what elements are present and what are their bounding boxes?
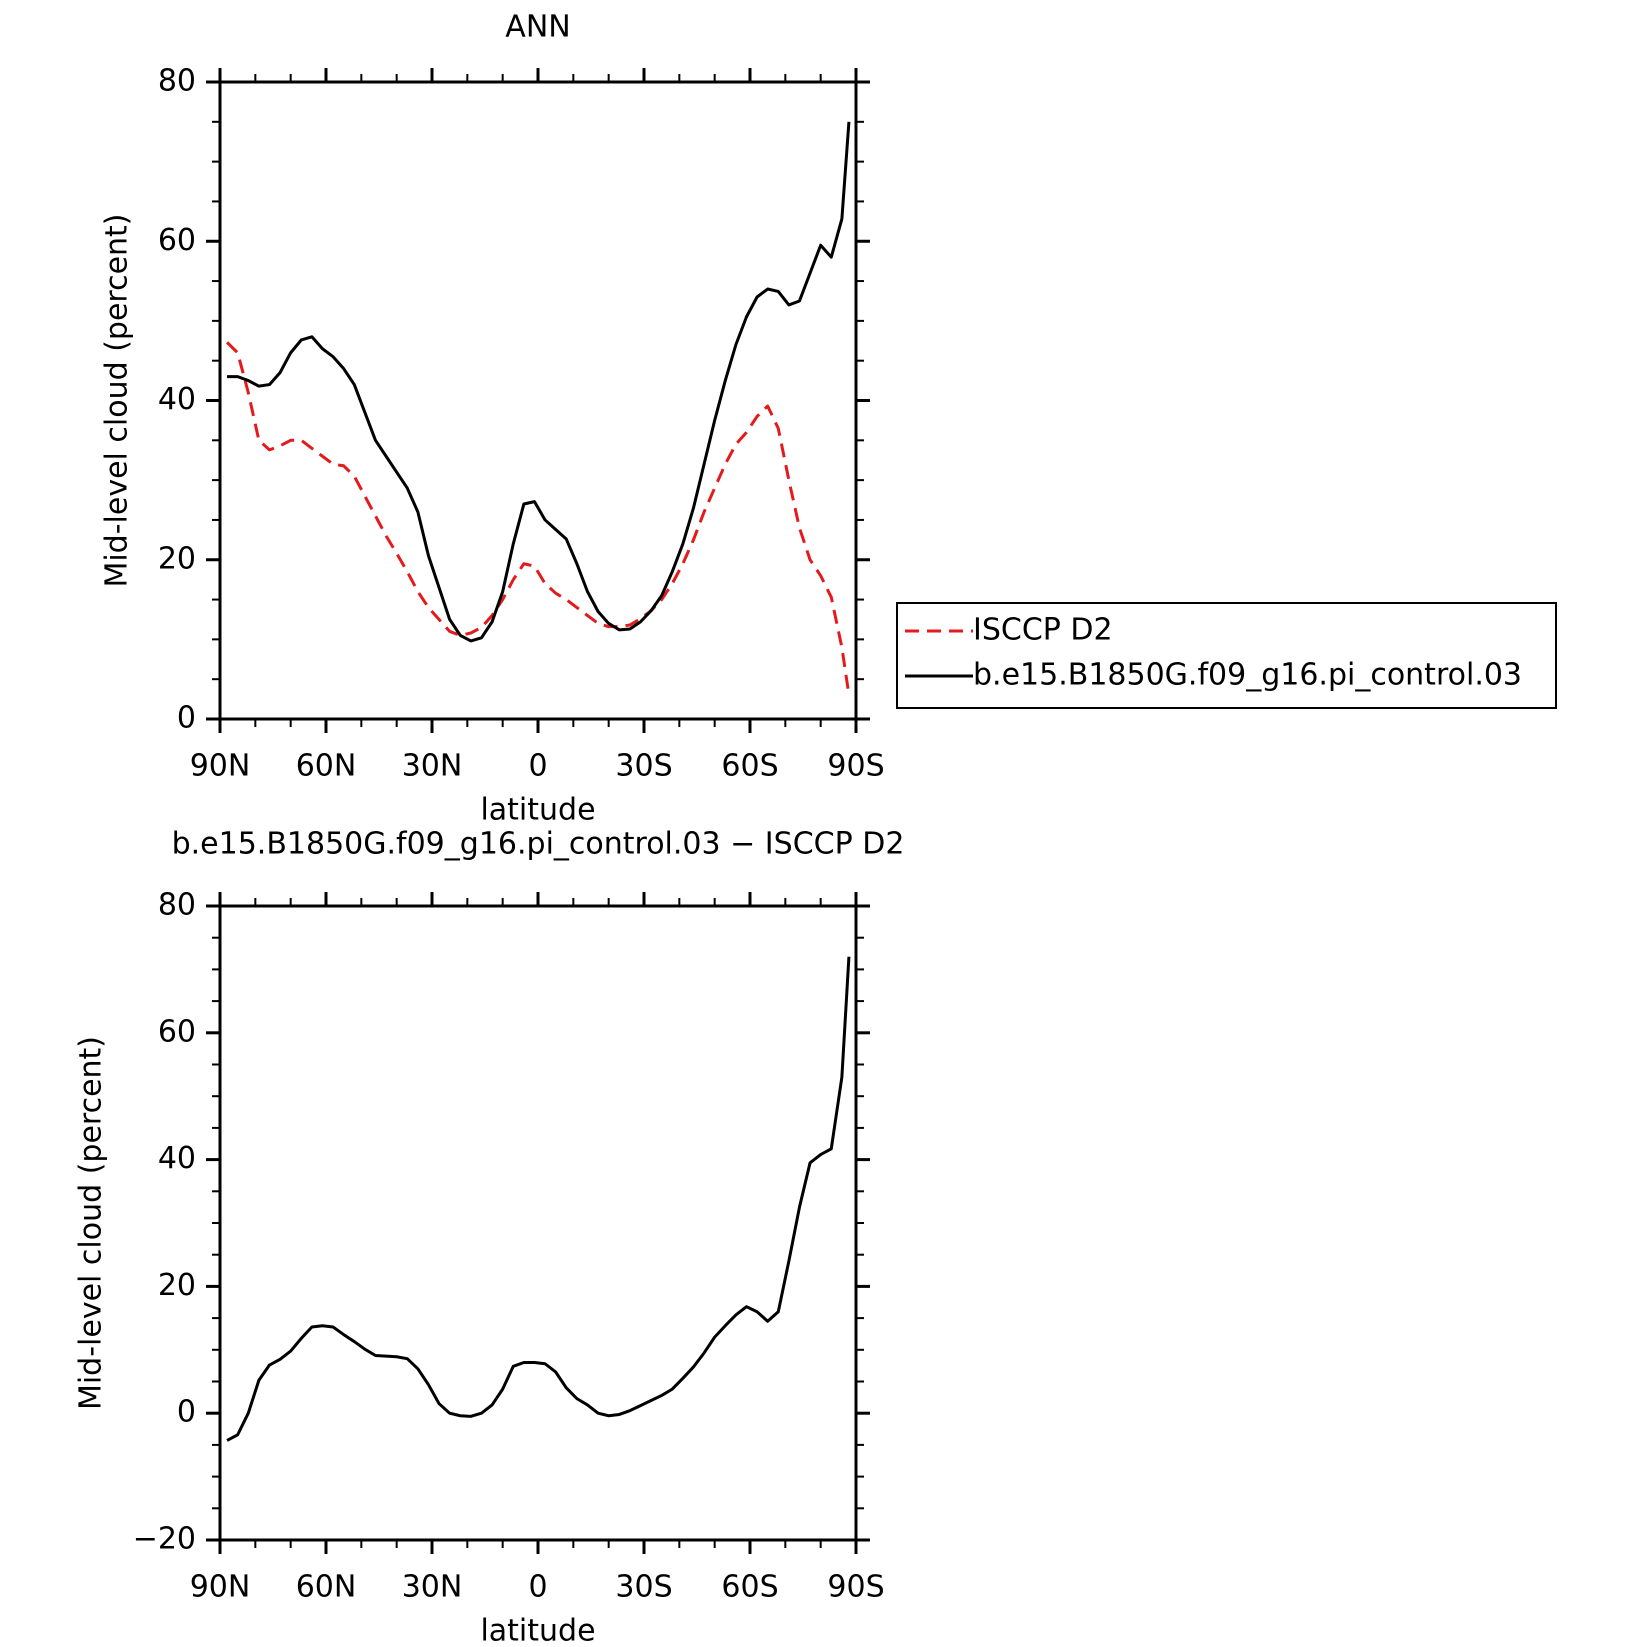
x-tick-label: 30S	[615, 749, 672, 784]
y-axis-label: Mid-level cloud (percent)	[74, 1036, 109, 1410]
legend-box	[896, 602, 1557, 709]
x-tick-label: 60N	[296, 1570, 357, 1605]
y-tick-label: 80	[158, 888, 196, 923]
data-line	[226, 956, 851, 1442]
y-tick-label: 80	[158, 64, 196, 99]
plot-frame	[218, 80, 858, 721]
x-tick-label: 90N	[190, 1570, 251, 1605]
y-tick-label: 60	[158, 223, 196, 258]
x-tick-label: 60S	[721, 749, 778, 784]
x-axis-label: latitude	[480, 793, 595, 828]
x-tick-label: 60S	[721, 1570, 778, 1605]
plot-frame	[218, 904, 858, 1542]
x-tick-label: 30N	[402, 1570, 463, 1605]
chart-title: b.e15.B1850G.f09_g16.pi_control.03 − ISC…	[172, 827, 905, 862]
x-tick-label: 90S	[827, 1570, 884, 1605]
x-tick-label: 30N	[402, 749, 463, 784]
y-tick-label: 40	[158, 1141, 196, 1176]
x-tick-label: 60N	[296, 749, 357, 784]
legend-label: ISCCP D2	[973, 613, 1113, 648]
x-axis-label: latitude	[480, 1614, 595, 1647]
y-tick-label: 20	[158, 541, 196, 576]
y-tick-label: 20	[158, 1268, 196, 1303]
y-tick-label: 60	[158, 1014, 196, 1049]
y-tick-label: 0	[177, 701, 196, 736]
chart-title: ANN	[505, 10, 570, 45]
legend-label: b.e15.B1850G.f09_g16.pi_control.03	[973, 658, 1522, 693]
x-tick-label: 30S	[615, 1570, 672, 1605]
data-line	[227, 121, 851, 643]
y-tick-label: 0	[177, 1395, 196, 1430]
data-line	[226, 341, 851, 696]
x-tick-label: 90S	[827, 749, 884, 784]
x-tick-label: 0	[528, 749, 547, 784]
y-tick-label: 40	[158, 382, 196, 417]
x-tick-label: 0	[528, 1570, 547, 1605]
x-tick-label: 90N	[190, 749, 251, 784]
y-axis-label: Mid-level cloud (percent)	[100, 213, 135, 587]
y-tick-label: −20	[133, 1522, 196, 1557]
